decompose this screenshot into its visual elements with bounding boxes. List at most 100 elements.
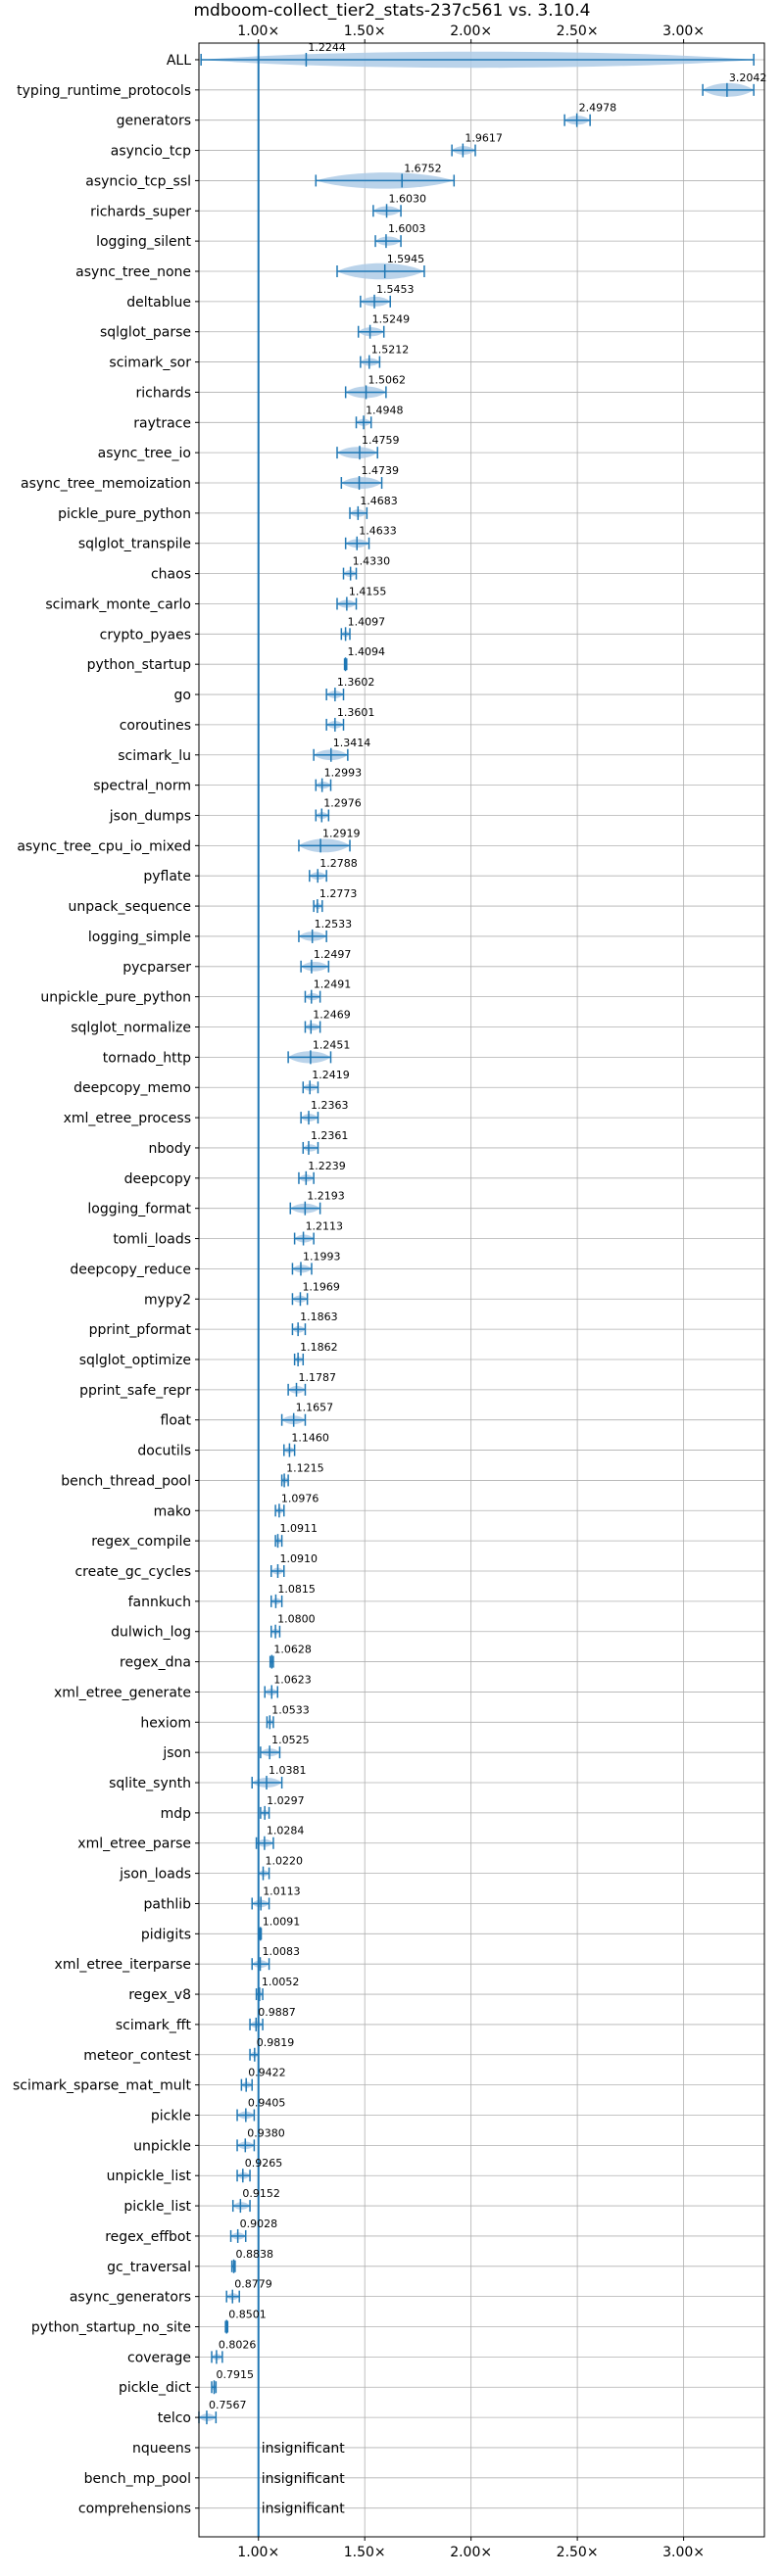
- y-tick-label: scimark_sparse_mat_mult: [13, 2078, 191, 2094]
- y-tick-label: json_dumps: [109, 808, 191, 824]
- x-tick-label-bottom: 3.00×: [662, 2545, 705, 2560]
- y-tick-label: python_startup: [87, 657, 191, 673]
- mean-label: 1.2363: [311, 1099, 349, 1112]
- y-tick-label: spectral_norm: [93, 779, 191, 794]
- y-tick-label: json_loads: [119, 1867, 191, 1883]
- mean-label: 1.0083: [263, 1945, 301, 1958]
- mean-label: 1.6752: [404, 162, 442, 174]
- y-tick-label: mako: [154, 1503, 191, 1519]
- mean-label: 1.0800: [277, 1613, 316, 1626]
- mean-label: 0.9887: [258, 2006, 296, 2019]
- mean-label: 1.1993: [303, 1250, 341, 1263]
- y-tick-label: async_tree_cpu_io_mixed: [17, 838, 191, 854]
- mean-label: 0.7915: [217, 2368, 255, 2381]
- y-tick-label: bench_mp_pool: [84, 2471, 191, 2487]
- mean-label: 1.2193: [307, 1190, 345, 1203]
- mean-label: 1.2244: [308, 41, 346, 54]
- mean-label: 1.2773: [319, 887, 358, 900]
- y-tick-label: mdp: [161, 1806, 192, 1822]
- mean-label: 1.4739: [362, 464, 400, 477]
- y-tick-label: scimark_lu: [118, 748, 191, 764]
- y-tick-label: pickle_pure_python: [58, 506, 191, 522]
- mean-label: 0.8501: [228, 2309, 267, 2321]
- mean-label: 0.9265: [245, 2157, 283, 2170]
- mean-label: 1.2993: [324, 767, 363, 780]
- y-tick-label: python_startup_no_site: [31, 2320, 191, 2336]
- y-tick-label: telco: [158, 2410, 191, 2426]
- mean-label: 0.9422: [248, 2067, 286, 2079]
- y-tick-label: float: [161, 1413, 192, 1429]
- y-tick-label: tomli_loads: [113, 1232, 191, 1248]
- y-tick-label: meteor_contest: [83, 2048, 191, 2064]
- y-tick-label: sqlglot_transpile: [78, 537, 191, 552]
- mean-label: 1.0284: [267, 1825, 305, 1837]
- y-tick-label: docutils: [137, 1444, 191, 1459]
- mean-label: 0.9152: [242, 2187, 280, 2200]
- mean-label: 1.4759: [362, 434, 400, 447]
- mean-label: 3.2042: [729, 72, 767, 84]
- mean-label: 0.8779: [234, 2278, 271, 2291]
- mean-label: 1.2533: [315, 918, 353, 930]
- insignificant-label: insignificant: [262, 2471, 346, 2487]
- mean-label: 1.4948: [366, 404, 404, 416]
- y-tick-label: async_tree_io: [98, 446, 191, 461]
- insignificant-label: insignificant: [262, 2502, 346, 2517]
- y-tick-label: scimark_fft: [116, 2018, 192, 2033]
- y-tick-label: ALL: [167, 53, 191, 69]
- mean-label: 1.3414: [333, 737, 371, 749]
- axis-layer: 1.00× 1.00× 1.50× 1.50× 2.00× 2.00× 2.50× 2.50×…: [13, 24, 705, 2560]
- y-tick-label: pyflate: [143, 869, 191, 884]
- x-tick-label-top: 1.50×: [344, 24, 386, 39]
- y-tick-label: bench_thread_pool: [61, 1473, 191, 1489]
- y-tick-label: unpickle_pure_python: [40, 990, 191, 1006]
- y-tick-label: asyncio_tcp_ssl: [85, 173, 191, 189]
- mean-label: 1.5212: [371, 344, 410, 357]
- y-tick-label: logging_format: [87, 1202, 191, 1217]
- y-tick-label: comprehensions: [78, 2502, 191, 2517]
- mean-label: 1.4330: [353, 555, 391, 568]
- mean-label: 1.5062: [368, 373, 407, 386]
- mean-label: 1.2497: [314, 948, 352, 961]
- mean-label: 1.0091: [263, 1915, 301, 1928]
- y-tick-label: richards_super: [90, 204, 191, 219]
- mean-label: 0.9380: [247, 2126, 285, 2139]
- mean-label: 1.6030: [389, 192, 427, 205]
- mean-label: 1.0297: [267, 1794, 305, 1807]
- mean-label: 1.1969: [302, 1280, 340, 1293]
- y-tick-label: typing_runtime_protocols: [17, 83, 191, 99]
- y-tick-label: xml_etree_iterparse: [55, 1957, 191, 1973]
- x-tick-label-bottom: 2.50×: [557, 2545, 599, 2560]
- y-tick-label: pathlib: [144, 1896, 192, 1912]
- y-tick-label: sqlglot_parse: [100, 325, 191, 341]
- mean-label: 1.1215: [286, 1461, 324, 1474]
- y-tick-label: pprint_safe_repr: [79, 1383, 191, 1399]
- mean-label: 1.2239: [308, 1160, 346, 1172]
- y-tick-label: tornado_http: [103, 1050, 191, 1066]
- y-tick-label: sqlglot_normalize: [71, 1021, 191, 1036]
- y-tick-label: richards: [136, 385, 192, 401]
- mean-label: 1.0623: [273, 1673, 312, 1686]
- mean-label: 1.3601: [337, 706, 375, 719]
- mean-label: 1.5249: [372, 313, 411, 326]
- y-tick-label: regex_compile: [91, 1534, 191, 1550]
- x-tick-label-top: 2.00×: [450, 24, 492, 39]
- mean-label: 1.0052: [262, 1976, 300, 1988]
- y-tick-label: logging_simple: [88, 930, 191, 945]
- y-tick-label: gc_traversal: [107, 2260, 191, 2275]
- y-tick-label: asyncio_tcp: [111, 144, 191, 160]
- y-tick-label: unpack_sequence: [69, 899, 191, 915]
- y-tick-label: xml_etree_process: [64, 1111, 191, 1126]
- mean-label: 1.2361: [311, 1129, 349, 1142]
- mean-label: 2.4978: [579, 102, 617, 115]
- y-tick-label: pycparser: [122, 960, 191, 976]
- insignificant-label: insignificant: [262, 2441, 346, 2457]
- x-tick-label-bottom: 1.50×: [344, 2545, 386, 2560]
- mean-label: 0.8838: [236, 2248, 274, 2261]
- y-tick-label: pidigits: [141, 1927, 191, 1942]
- y-tick-label: coverage: [127, 2350, 191, 2365]
- mean-label: 1.0911: [279, 1522, 318, 1535]
- mean-label: 1.2976: [323, 796, 362, 809]
- y-tick-label: pickle_list: [123, 2199, 191, 2215]
- mean-label: 1.2113: [306, 1220, 344, 1233]
- y-tick-label: generators: [117, 114, 191, 129]
